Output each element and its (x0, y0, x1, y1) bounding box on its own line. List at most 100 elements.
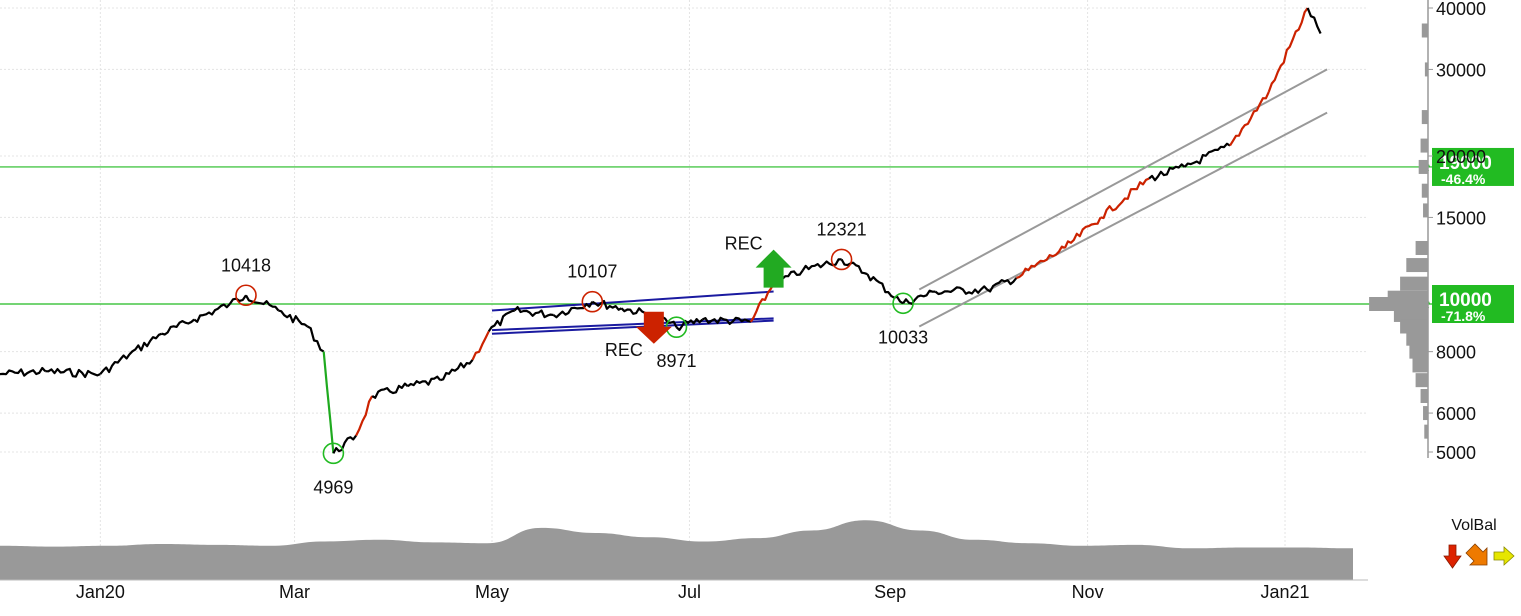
price-line-segment (934, 285, 989, 296)
profile-bar (1423, 203, 1428, 218)
x-tick-label: Jan21 (1261, 582, 1310, 602)
y-tick-label: 6000 (1436, 404, 1476, 424)
price-line-segment (45, 367, 101, 379)
profile-bar (1420, 138, 1428, 153)
profile-bar (1415, 373, 1428, 388)
annotation-label: 10107 (567, 262, 617, 282)
price-line-segment (986, 277, 1018, 293)
profile-bar (1424, 424, 1428, 439)
profile-bar (1369, 297, 1428, 311)
sell-signal-arrow-icon (635, 311, 672, 344)
price-line-segment (749, 283, 775, 323)
price-line-segment (306, 325, 325, 353)
grid-lines (0, 0, 1368, 580)
level-change: -71.8% (1441, 308, 1486, 324)
profile-bar (1400, 319, 1428, 334)
trough-marker (322, 442, 345, 465)
price-line-segment (0, 366, 47, 377)
x-tick-label: Jul (678, 582, 701, 602)
profile-bar (1393, 307, 1428, 322)
profile-bar (1421, 23, 1428, 38)
profile-bar (1406, 258, 1428, 273)
profile-bar (1415, 240, 1428, 255)
profile-bar (1418, 159, 1428, 174)
price-line-segment (128, 332, 163, 356)
price-line-segment (902, 289, 936, 305)
price-line-segment (1016, 245, 1066, 279)
trendline (491, 290, 774, 312)
price-line-segment (161, 318, 195, 336)
y-tick-label: 15000 (1436, 208, 1486, 228)
price-line-segment (1306, 7, 1322, 34)
volume-area (0, 520, 1368, 581)
price-profile (1369, 23, 1428, 439)
trough-marker (892, 292, 914, 315)
profile-bar (1420, 388, 1428, 403)
volbal-panel: VolBal (1443, 517, 1515, 569)
x-tick-label: Sep (874, 582, 906, 602)
x-tick-label: May (475, 582, 509, 602)
annotations: 10418 4969 10107 8971 12321 10033 (221, 219, 928, 497)
y-axis: 40000 30000 20000 15000 8000 6000 5000 (1427, 0, 1486, 463)
price-line-segment (407, 375, 442, 388)
peak-marker (235, 284, 257, 307)
profile-bar (1406, 331, 1428, 346)
level-badge (1432, 147, 1514, 186)
price-line-segment (866, 273, 904, 305)
peak-marker (581, 290, 604, 313)
profile-bar (1423, 406, 1428, 421)
profile-bar (1400, 276, 1428, 291)
signal-label: REC (605, 340, 643, 360)
annotation-label: 10418 (221, 255, 271, 275)
price-line-segment (439, 359, 474, 382)
price-line-segment (322, 351, 335, 454)
orange-arrow-icon (1465, 543, 1488, 566)
price-line-segment (675, 318, 704, 332)
y-tick-label: 20000 (1436, 147, 1486, 167)
x-tick-label: Mar (279, 582, 310, 602)
price-line-segment (701, 316, 752, 325)
price-line-segment (1183, 142, 1231, 168)
profile-bar (1424, 62, 1428, 77)
price-line-segment (332, 434, 357, 454)
x-axis: Jan20 Mar May Jul Sep Nov Jan21 (76, 582, 1310, 602)
price-line-segment (1100, 177, 1150, 220)
price-line-segment (487, 309, 515, 332)
red-arrow-icon (1443, 544, 1462, 569)
price-line-segment (355, 395, 374, 437)
profile-bar (1421, 110, 1428, 125)
annotation-label: 8971 (656, 351, 696, 371)
price-line-segment (193, 303, 231, 323)
price-line-segment (840, 258, 868, 276)
price-line-segment (552, 301, 594, 319)
x-tick-label: Jan20 (76, 582, 125, 602)
price-line-segment (591, 299, 622, 311)
buy-signal-arrow-icon (755, 249, 792, 288)
price-line-segment (471, 330, 490, 361)
price-series (0, 7, 1322, 454)
y-tick-label: 8000 (1436, 343, 1476, 363)
peak-marker (830, 248, 853, 271)
price-line-segment (245, 294, 280, 312)
price-line-segment (1229, 91, 1270, 147)
profile-bar (1412, 358, 1428, 373)
volbal-label: VolBal (1451, 517, 1496, 534)
yellow-arrow-icon (1493, 546, 1515, 566)
profile-bar (1421, 183, 1428, 198)
annotation-label: 10033 (878, 327, 928, 347)
price-line-segment (1063, 216, 1102, 249)
level-badge (1432, 285, 1514, 323)
signals: REC REC (605, 234, 792, 360)
trendline (491, 319, 774, 335)
price-line-segment (1148, 163, 1186, 182)
price-line-segment (513, 306, 554, 319)
y-tick-label: 40000 (1436, 0, 1486, 19)
level-value: 10000 (1439, 290, 1492, 311)
y-tick-label: 5000 (1436, 443, 1476, 463)
price-line-segment (1267, 7, 1309, 93)
profile-bar (1409, 344, 1428, 359)
annotation-label: 12321 (817, 219, 867, 239)
level-value: 19000 (1439, 153, 1492, 174)
